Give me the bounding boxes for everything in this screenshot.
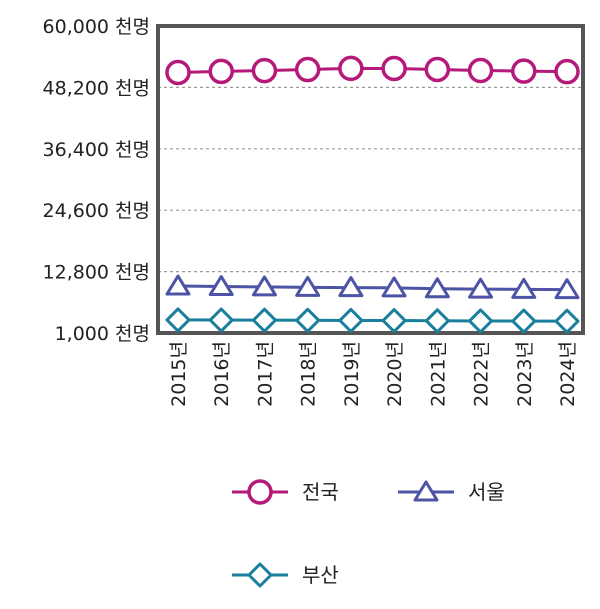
data-point bbox=[554, 278, 580, 300]
x-tick-label: 2017년 bbox=[254, 341, 276, 407]
legend-marker bbox=[247, 479, 273, 505]
data-point bbox=[381, 55, 407, 82]
legend-marker bbox=[247, 562, 273, 588]
x-tick-label: 2024년 bbox=[557, 341, 579, 407]
data-point bbox=[554, 308, 580, 334]
data-point bbox=[381, 308, 407, 334]
series-group bbox=[165, 55, 580, 334]
data-point bbox=[424, 308, 450, 334]
data-point bbox=[424, 56, 451, 83]
data-point bbox=[338, 307, 364, 333]
plot-frame bbox=[156, 24, 585, 335]
x-tick-label: 2018년 bbox=[298, 341, 320, 407]
data-point bbox=[295, 307, 321, 333]
x-tick-label: 2015년 bbox=[168, 341, 190, 407]
series-line bbox=[177, 318, 568, 323]
data-point bbox=[165, 307, 191, 333]
legend-item: 서울 bbox=[398, 480, 505, 504]
data-point bbox=[511, 58, 537, 84]
y-axis-tick-labels: 60,000 천명 48,200 천명 36,400 천명 24,600 천명 12,8… bbox=[43, 16, 150, 345]
data-point bbox=[338, 55, 364, 82]
legend-label: 전국 bbox=[302, 480, 339, 504]
x-axis-tick-labels: 2015년 2016년 2017년 2018년 2019년 2020년 2021년 2022년… bbox=[168, 341, 579, 407]
data-point bbox=[165, 274, 191, 296]
x-tick-label: 2016년 bbox=[211, 341, 233, 407]
data-point bbox=[424, 277, 450, 299]
data-point bbox=[381, 276, 407, 298]
data-point bbox=[468, 308, 494, 334]
legend-item: 전국 bbox=[232, 479, 339, 505]
data-point bbox=[294, 56, 321, 83]
data-point bbox=[554, 58, 580, 85]
x-tick-label: 2020년 bbox=[384, 341, 406, 407]
data-point bbox=[208, 58, 234, 85]
data-point bbox=[338, 276, 364, 298]
series-line bbox=[177, 66, 568, 74]
legend-label: 부산 bbox=[302, 563, 339, 587]
x-tick-label: 2019년 bbox=[341, 341, 363, 407]
x-tick-label: 2023년 bbox=[514, 341, 536, 407]
y-tick-label: 1,000 천명 bbox=[55, 323, 150, 345]
y-tick-label: 12,800 천명 bbox=[43, 262, 150, 284]
data-point bbox=[251, 307, 277, 333]
legend-label: 서울 bbox=[468, 480, 505, 504]
grid-lines bbox=[158, 86, 583, 273]
data-point bbox=[511, 277, 537, 299]
data-point bbox=[511, 308, 537, 334]
data-point bbox=[165, 59, 191, 86]
y-tick-label: 60,000 천명 bbox=[43, 16, 150, 38]
data-point bbox=[208, 275, 234, 297]
legend-item: 부산 bbox=[232, 562, 339, 588]
x-tick-label: 2022년 bbox=[471, 341, 493, 407]
data-point bbox=[295, 275, 321, 297]
data-point bbox=[468, 277, 494, 299]
y-tick-label: 48,200 천명 bbox=[43, 77, 150, 99]
data-point bbox=[251, 57, 278, 84]
x-tick-label: 2021년 bbox=[427, 341, 449, 407]
data-point bbox=[208, 307, 234, 333]
data-point bbox=[467, 57, 494, 84]
legend-marker bbox=[413, 480, 439, 502]
series-line bbox=[177, 284, 568, 292]
data-point bbox=[251, 275, 277, 297]
y-tick-label: 36,400 천명 bbox=[43, 139, 150, 161]
y-tick-label: 24,600 천명 bbox=[43, 200, 150, 222]
